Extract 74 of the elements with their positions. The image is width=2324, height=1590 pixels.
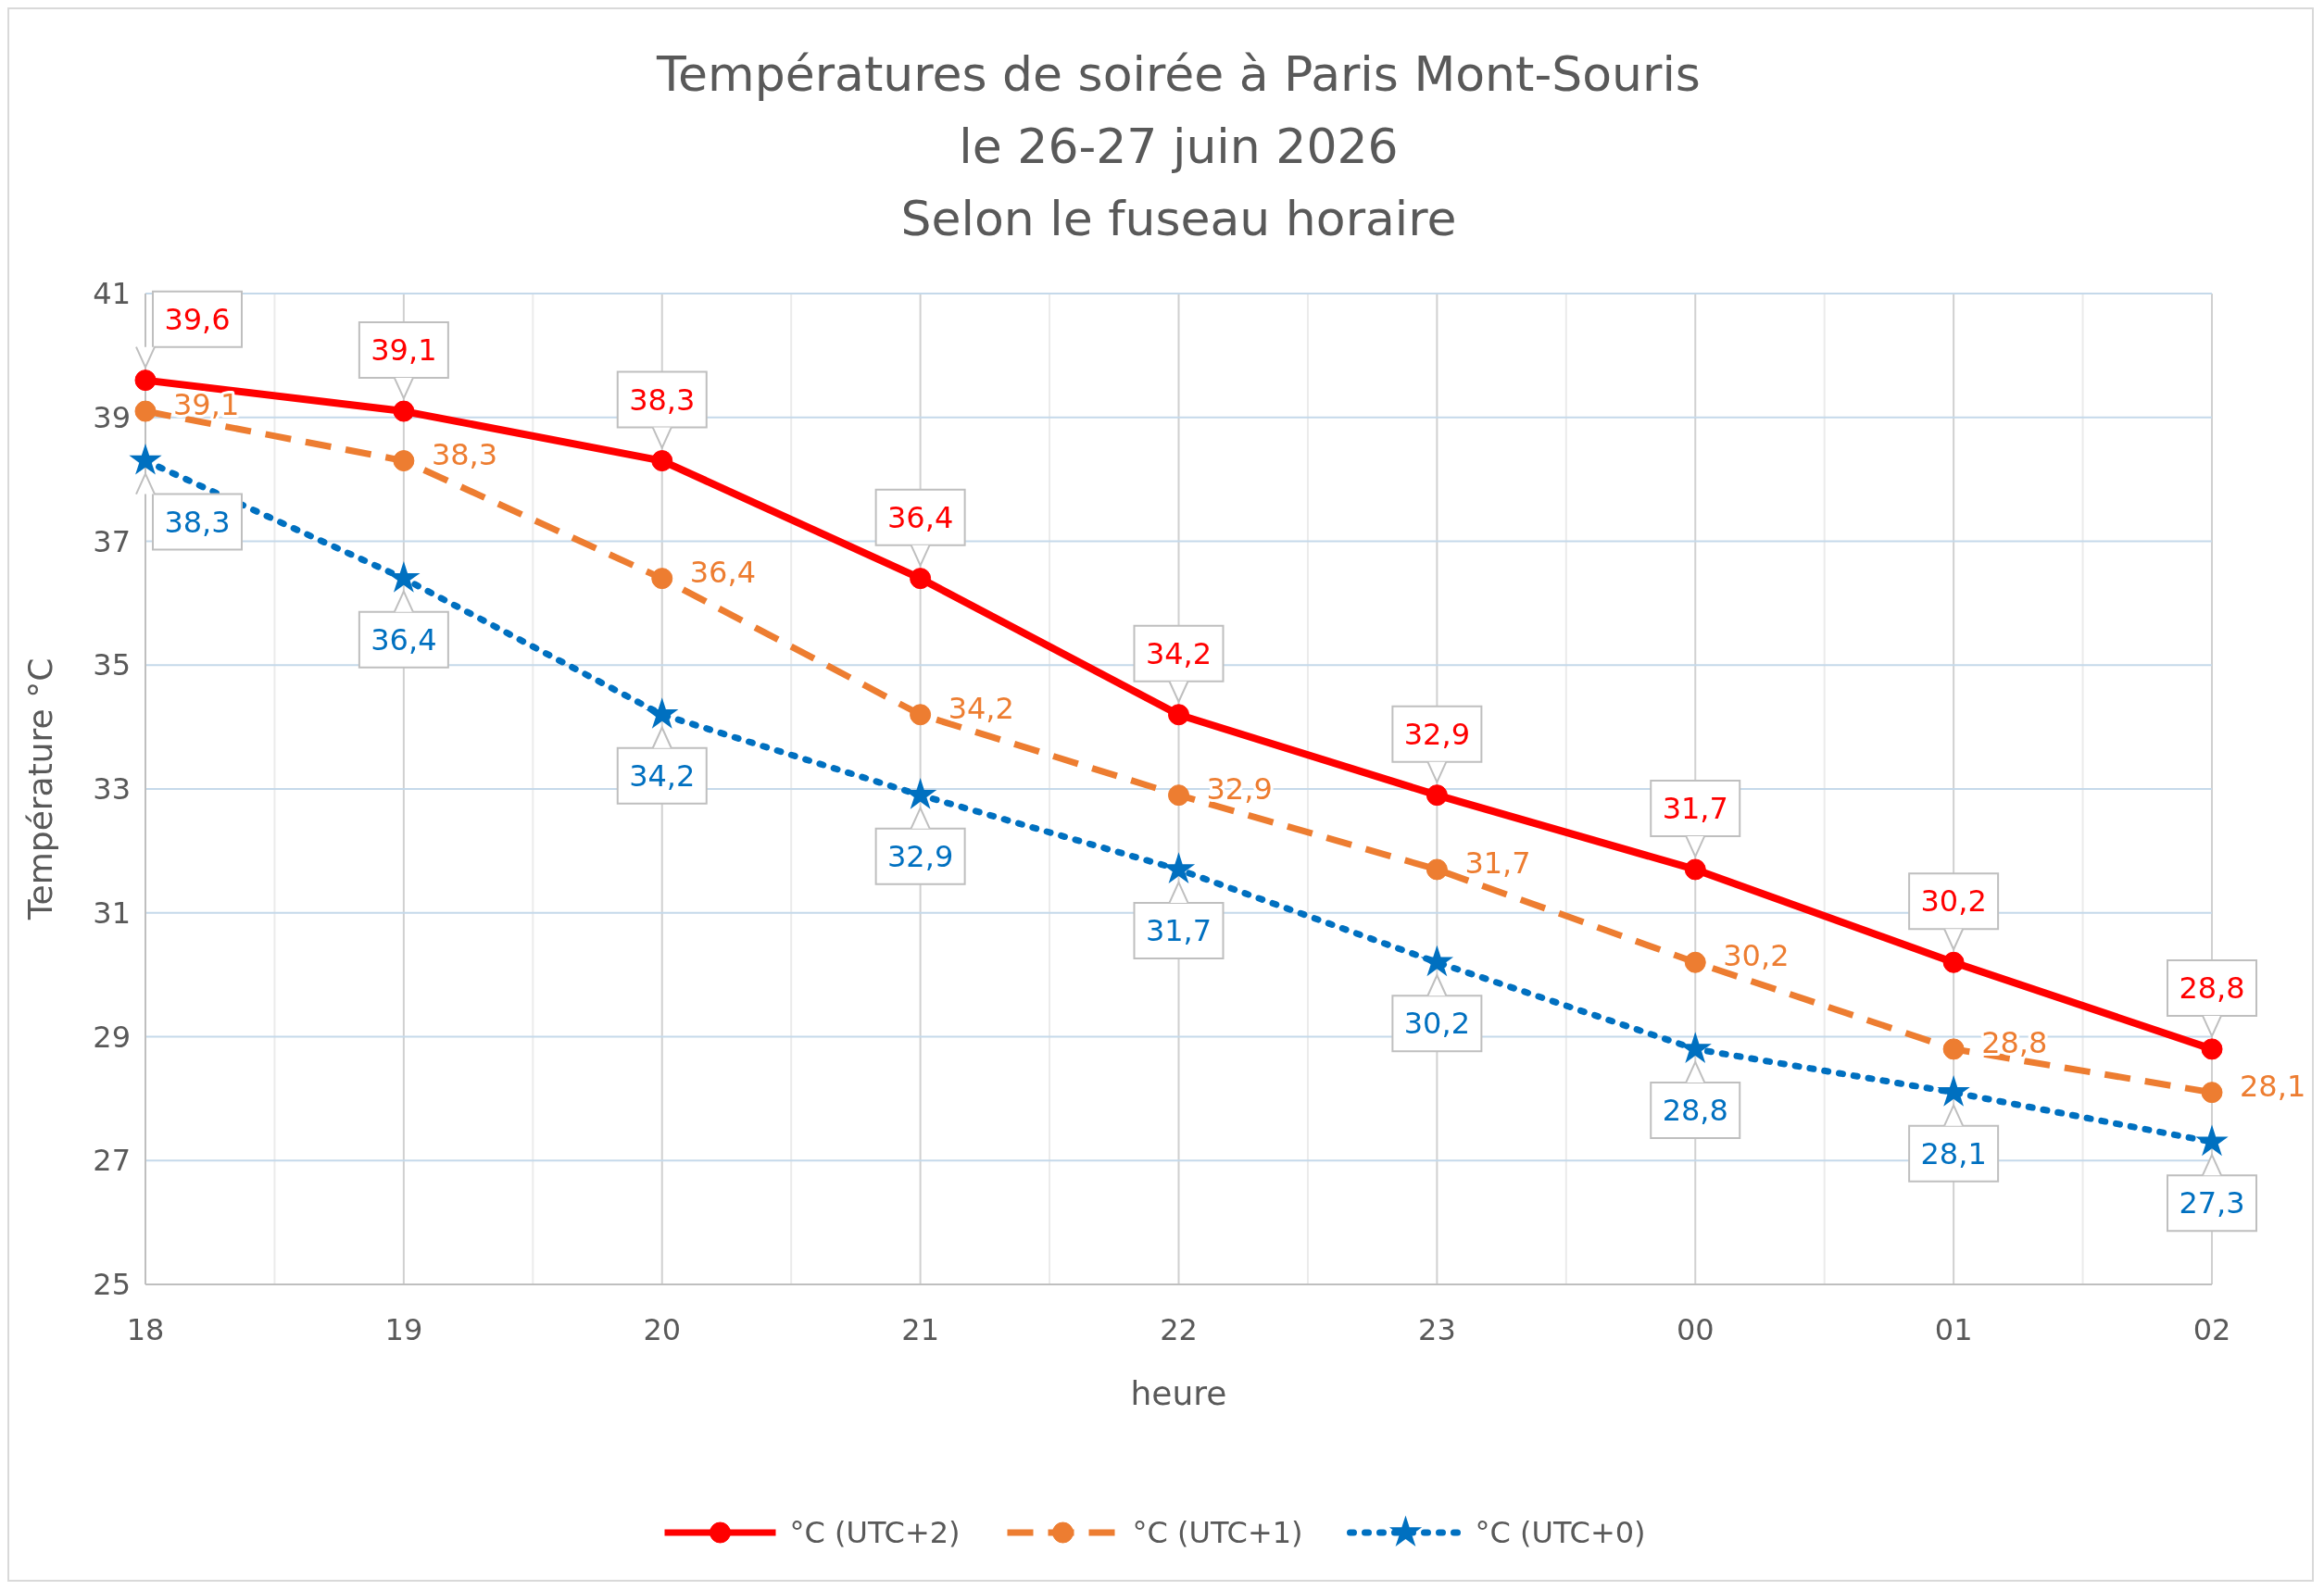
data-label: 32,9 [1403,716,1470,752]
point [1168,784,1189,807]
data-label: 32,9 [1206,770,1273,807]
y-tick-label: 31 [93,895,131,931]
data-label: 39,6 [164,301,231,337]
x-tick-label: 18 [126,1312,165,1347]
data-label: 28,8 [1981,1024,2048,1060]
point [1420,945,1454,977]
data-label: 36,4 [689,554,756,590]
data-label: 30,2 [1920,883,1987,920]
data-label: 34,2 [948,690,1014,726]
point [2201,1082,2223,1104]
point [134,400,157,422]
legend-label: °C (UTC+0) [1475,1515,1646,1550]
data-label: 28,8 [2179,970,2245,1006]
point [1426,858,1448,881]
data-label: 39,1 [173,387,240,423]
data-label: 31,7 [1464,845,1531,881]
x-tick-label: 00 [1676,1312,1715,1347]
data-label: 36,4 [887,499,954,535]
chart-title: Températures de soirée à Paris Mont-Souris le 26-27 juin 2026 Selon le fuseau horaire [656,46,1701,246]
data-label: 38,3 [164,504,231,540]
data-label: 28,8 [1662,1092,1728,1128]
x-tick-label: 20 [643,1312,682,1347]
legend-label: °C (UTC+1) [1132,1515,1303,1550]
data-label: 38,3 [431,436,498,472]
point [910,704,932,726]
data-label: 34,2 [629,757,696,794]
data-label: 34,2 [1145,635,1212,671]
point [1426,784,1448,807]
point [2201,1038,2223,1060]
x-tick-label: 22 [1160,1312,1198,1347]
point [910,568,932,590]
legend-label: °C (UTC+2) [789,1515,961,1550]
y-tick-label: 39 [93,399,131,435]
data-label: 38,3 [629,382,696,418]
data-label: 39,1 [371,332,437,369]
data-label: 36,4 [371,621,437,657]
x-tick-label: 21 [901,1312,939,1347]
point [646,697,679,729]
x-tick-label: 19 [384,1312,423,1347]
x-tick-label: 02 [2192,1312,2231,1347]
data-label: 28,1 [2240,1068,2306,1104]
point [651,568,673,590]
data-label: 31,7 [1145,912,1212,948]
y-tick-label: 41 [93,276,131,311]
point [1942,951,1965,973]
point [1168,704,1189,726]
x-tick-label: 01 [1934,1312,1973,1347]
data-label: 30,2 [1723,938,1790,974]
x-tick-label: 23 [1418,1312,1456,1347]
point [1684,858,1706,881]
y-axis-title: Température °C [21,657,59,921]
x-axis-title: heure [1130,1374,1227,1412]
point [2195,1124,2229,1157]
y-tick-label: 35 [93,647,131,683]
data-label: 28,1 [1920,1135,1987,1171]
point [387,561,421,593]
point [1684,951,1706,973]
data-label: 27,3 [2179,1185,2245,1221]
y-tick-label: 37 [93,523,131,559]
point [134,369,157,392]
point [393,450,415,472]
data-label: 32,9 [887,838,954,874]
y-tick-label: 33 [93,771,131,807]
point [393,400,415,422]
point [1937,1075,1970,1107]
y-tick-label: 29 [93,1019,131,1055]
data-label: 31,7 [1662,790,1728,826]
y-tick-label: 27 [93,1143,131,1179]
point [1942,1038,1965,1060]
data-label: 30,2 [1403,1006,1470,1042]
point [651,450,673,472]
y-tick-label: 25 [93,1267,131,1302]
